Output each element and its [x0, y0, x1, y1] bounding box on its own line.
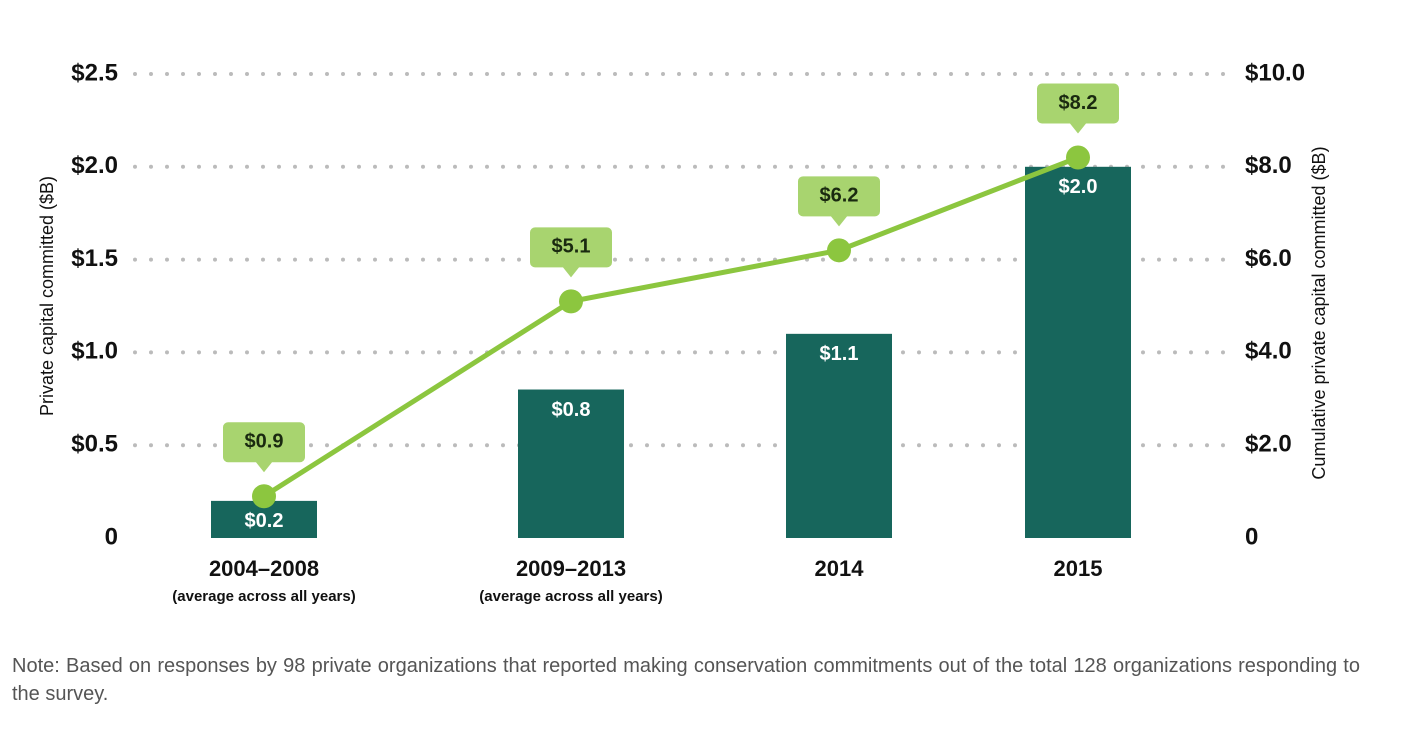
line-point — [252, 484, 276, 509]
line-point — [1066, 145, 1090, 170]
y2-axis-label: Cumulative private capital committed ($B… — [1309, 146, 1329, 479]
line-label: $0.9 — [245, 431, 284, 453]
line-label: $6.2 — [820, 185, 859, 207]
label-bubble — [798, 176, 880, 227]
bar-label: $1.1 — [820, 343, 859, 365]
x-tick-note: (average across all years) — [172, 588, 355, 605]
bar — [1025, 166, 1131, 539]
y2-tick-label: $6.0 — [1245, 245, 1292, 272]
x-tick-label: 2014 — [815, 556, 865, 581]
line-label: $8.2 — [1059, 92, 1098, 114]
bar — [518, 389, 624, 538]
y-tick-label: $1.0 — [71, 338, 118, 365]
x-tick-label: 2004–2008 — [209, 556, 319, 581]
y2-tick-label: $10.0 — [1245, 59, 1305, 86]
y-tick-label: $2.5 — [71, 59, 118, 86]
line-point — [559, 289, 583, 314]
y-tick-label: 0 — [105, 523, 118, 550]
chart: Private capital committed ($B) Cumulativ… — [37, 59, 1329, 605]
label-bubble — [223, 422, 305, 473]
line — [262, 155, 1079, 499]
bar-label: $2.0 — [1059, 176, 1098, 198]
bar — [786, 333, 892, 538]
y2-tick-label: $8.0 — [1245, 152, 1292, 179]
note: Note: Based on responses by 98 private o… — [12, 655, 1360, 705]
line-label: $5.1 — [552, 236, 591, 258]
x-tick-label: 2015 — [1054, 556, 1103, 581]
bar-label: $0.2 — [245, 510, 284, 532]
y2-tick-label: $4.0 — [1245, 338, 1292, 365]
bar-label: $0.8 — [552, 399, 591, 421]
y-tick-label: $1.5 — [71, 245, 118, 272]
x-tick-label: 2009–2013 — [516, 556, 626, 581]
label-bubble — [1037, 83, 1119, 134]
line-point — [827, 238, 851, 263]
y2-tick-label: 0 — [1245, 523, 1258, 550]
y2-tick-label: $2.0 — [1245, 431, 1292, 458]
y-tick-label: $2.0 — [71, 152, 118, 179]
y-axis-label: Private capital committed ($B) — [37, 176, 57, 416]
y-tick-label: $0.5 — [71, 431, 118, 458]
x-tick-note: (average across all years) — [479, 588, 662, 605]
label-bubble — [530, 227, 612, 278]
